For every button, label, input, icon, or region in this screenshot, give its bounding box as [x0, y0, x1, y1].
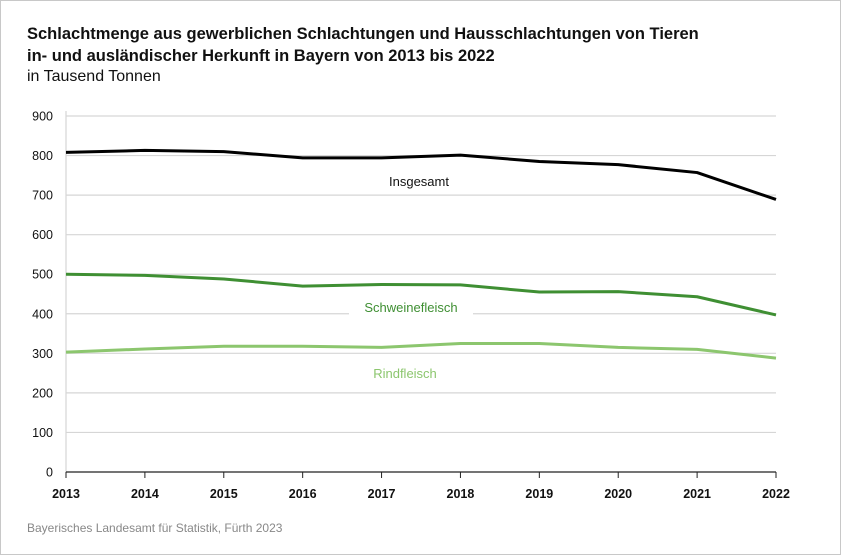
- x-tick-label: 2017: [368, 487, 396, 501]
- y-tick-label: 200: [32, 386, 53, 400]
- series-label: Schweinefleisch: [364, 300, 457, 315]
- y-tick-label: 700: [32, 189, 53, 203]
- y-tick-label: 100: [32, 426, 53, 440]
- label-background: [357, 173, 481, 191]
- chart-subtitle: in Tausend Tonnen: [27, 68, 161, 85]
- y-tick-label: 800: [32, 149, 53, 163]
- x-tick-label: 2014: [131, 487, 159, 501]
- x-tick-label: 2022: [762, 487, 790, 501]
- y-tick-label: 300: [32, 347, 53, 361]
- x-tick-label: 2021: [683, 487, 711, 501]
- source-note: Bayerisches Landesamt für Statistik, Für…: [27, 521, 283, 535]
- y-tick-label: 600: [32, 228, 53, 242]
- y-tick-label: 500: [32, 268, 53, 282]
- label-background: [349, 299, 473, 317]
- series-label: Rindfleisch: [373, 366, 437, 381]
- x-tick-label: 2016: [289, 487, 317, 501]
- x-tick-label: 2019: [525, 487, 553, 501]
- x-tick-label: 2013: [52, 487, 80, 501]
- y-tick-label: 400: [32, 307, 53, 321]
- x-tick-label: 2018: [447, 487, 475, 501]
- series-label: Insgesamt: [389, 174, 449, 189]
- series-line-rindfleisch: [65, 341, 777, 360]
- chart-title-line1: Schlachtmenge aus gewerblichen Schlachtu…: [27, 25, 699, 43]
- series-line-insgesamt: [65, 148, 777, 201]
- x-tick-label: 2015: [210, 487, 238, 501]
- y-tick-label: 900: [32, 110, 53, 124]
- x-tick-label: 2020: [604, 487, 632, 501]
- chart-title-line2: in- und ausländischer Herkunft in Bayern…: [27, 47, 495, 65]
- label-background: [343, 365, 467, 383]
- y-tick-label: 0: [46, 466, 53, 480]
- series-line-schweinefleisch: [65, 272, 777, 317]
